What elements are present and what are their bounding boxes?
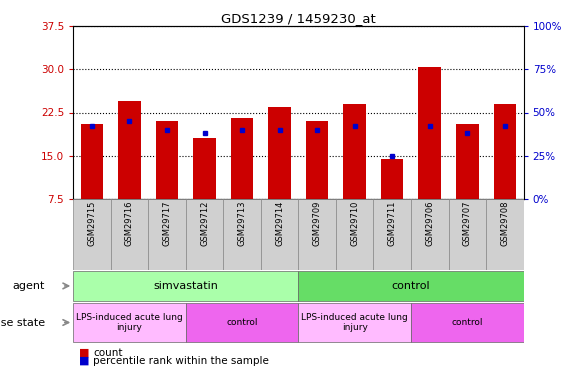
Bar bbox=[418, 66, 441, 199]
Text: control: control bbox=[226, 318, 258, 327]
Text: LPS-induced acute lung
injury: LPS-induced acute lung injury bbox=[301, 313, 408, 332]
Bar bbox=[343, 104, 366, 199]
Bar bbox=[118, 101, 141, 199]
Text: GSM29716: GSM29716 bbox=[125, 201, 134, 246]
Text: LPS-induced acute lung
injury: LPS-induced acute lung injury bbox=[76, 313, 183, 332]
Text: GSM29710: GSM29710 bbox=[350, 201, 359, 246]
Text: control: control bbox=[452, 318, 483, 327]
Text: GSM29717: GSM29717 bbox=[163, 201, 172, 246]
Bar bbox=[186, 199, 224, 270]
Bar bbox=[494, 104, 516, 199]
Text: ■: ■ bbox=[79, 356, 93, 366]
Text: GSM29709: GSM29709 bbox=[312, 201, 321, 246]
Bar bbox=[456, 124, 479, 199]
Bar bbox=[298, 303, 411, 342]
Text: count: count bbox=[93, 348, 122, 357]
Bar bbox=[298, 271, 524, 301]
Bar bbox=[336, 199, 373, 270]
Text: control: control bbox=[392, 281, 430, 291]
Bar bbox=[156, 121, 178, 199]
Bar bbox=[411, 303, 524, 342]
Bar bbox=[111, 199, 148, 270]
Text: agent: agent bbox=[12, 281, 45, 291]
Text: GSM29707: GSM29707 bbox=[463, 201, 472, 246]
Bar bbox=[73, 271, 298, 301]
Text: GSM29706: GSM29706 bbox=[425, 201, 434, 246]
Text: GSM29714: GSM29714 bbox=[275, 201, 284, 246]
Text: GSM29708: GSM29708 bbox=[501, 201, 510, 246]
Bar bbox=[373, 199, 411, 270]
Text: percentile rank within the sample: percentile rank within the sample bbox=[93, 356, 269, 366]
Bar bbox=[486, 199, 524, 270]
Bar bbox=[193, 138, 216, 199]
Text: GSM29712: GSM29712 bbox=[200, 201, 209, 246]
Text: GSM29713: GSM29713 bbox=[238, 201, 247, 246]
Text: GSM29715: GSM29715 bbox=[87, 201, 96, 246]
Text: disease state: disease state bbox=[0, 318, 45, 327]
Bar bbox=[306, 121, 328, 199]
Bar bbox=[148, 199, 186, 270]
Title: GDS1239 / 1459230_at: GDS1239 / 1459230_at bbox=[221, 12, 376, 25]
Bar bbox=[298, 199, 336, 270]
Text: simvastatin: simvastatin bbox=[153, 281, 218, 291]
Bar bbox=[73, 303, 186, 342]
Text: GSM29711: GSM29711 bbox=[388, 201, 397, 246]
Bar bbox=[231, 118, 253, 199]
Bar bbox=[73, 199, 111, 270]
Bar bbox=[381, 159, 404, 199]
Bar bbox=[81, 124, 103, 199]
Bar bbox=[224, 199, 261, 270]
Text: ■: ■ bbox=[79, 348, 93, 357]
Bar bbox=[186, 303, 298, 342]
Bar bbox=[261, 199, 298, 270]
Bar bbox=[411, 199, 449, 270]
Bar bbox=[269, 107, 291, 199]
Bar bbox=[449, 199, 486, 270]
